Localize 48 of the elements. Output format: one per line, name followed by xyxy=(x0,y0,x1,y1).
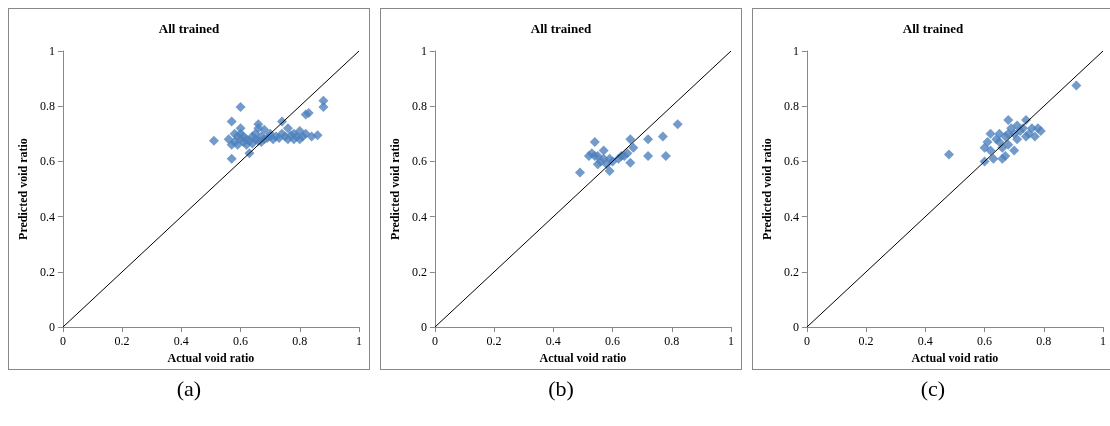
x-tick-label: 0.2 xyxy=(114,334,130,349)
y-tick-label: 0.6 xyxy=(783,154,799,169)
x-tick-label: 0.6 xyxy=(977,334,993,349)
x-tick-label: 0.2 xyxy=(486,334,502,349)
x-tick-label: 0.4 xyxy=(545,334,561,349)
y-tick-label: 0 xyxy=(48,320,55,335)
x-tick-label: 0 xyxy=(431,334,438,349)
x-tick-label: 0.2 xyxy=(858,334,874,349)
x-tick-label: 0.8 xyxy=(664,334,680,349)
x-tick-label: 0.6 xyxy=(605,334,621,349)
y-tick-label: 1 xyxy=(420,44,427,58)
text: (b) xyxy=(547,376,575,402)
chart-title: All trained xyxy=(902,21,964,36)
x-tick-label: 0.4 xyxy=(917,334,933,349)
y-tick-label: 0.6 xyxy=(39,154,55,169)
text: (a) xyxy=(175,376,203,402)
y-tick-label: 0.6 xyxy=(411,154,427,169)
y-tick-label: 0.4 xyxy=(411,209,427,224)
y-tick-label: 0.2 xyxy=(783,264,799,279)
y-tick-label: 1 xyxy=(48,44,55,58)
x-tick-label: 0.8 xyxy=(1036,334,1052,349)
y-tick-label: 0.8 xyxy=(39,99,55,114)
chart-title: All trained xyxy=(530,21,592,36)
y-tick-label: 0.4 xyxy=(783,209,799,224)
x-tick-label: 0 xyxy=(803,334,810,349)
y-axis-title: Predicted void ratio xyxy=(388,138,402,240)
x-axis-title: Actual void ratio xyxy=(539,351,627,365)
text: (c) xyxy=(919,376,947,402)
x-tick-label: 1 xyxy=(356,334,362,349)
chart-title: All trained xyxy=(158,21,220,36)
y-tick-label: 0 xyxy=(420,320,427,335)
y-tick-label: 0.8 xyxy=(783,99,799,114)
x-tick-label: 1 xyxy=(1100,334,1106,349)
y-tick-label: 0.2 xyxy=(39,264,55,279)
x-tick-label: 0.4 xyxy=(173,334,189,349)
x-tick-label: 0.8 xyxy=(292,334,308,349)
x-axis-title: Actual void ratio xyxy=(911,351,999,365)
x-tick-label: 0 xyxy=(59,334,66,349)
x-tick-label: 1 xyxy=(728,334,734,349)
y-tick-label: 1 xyxy=(792,44,799,58)
y-axis-title: Predicted void ratio xyxy=(760,138,774,240)
x-axis-title: Actual void ratio xyxy=(167,351,255,365)
x-tick-label: 0.6 xyxy=(233,334,249,349)
y-tick-label: 0.2 xyxy=(411,264,427,279)
y-tick-label: 0.8 xyxy=(411,99,427,114)
y-tick-label: 0 xyxy=(792,320,799,335)
y-tick-label: 0.4 xyxy=(39,209,55,224)
y-axis-title: Predicted void ratio xyxy=(16,138,30,240)
